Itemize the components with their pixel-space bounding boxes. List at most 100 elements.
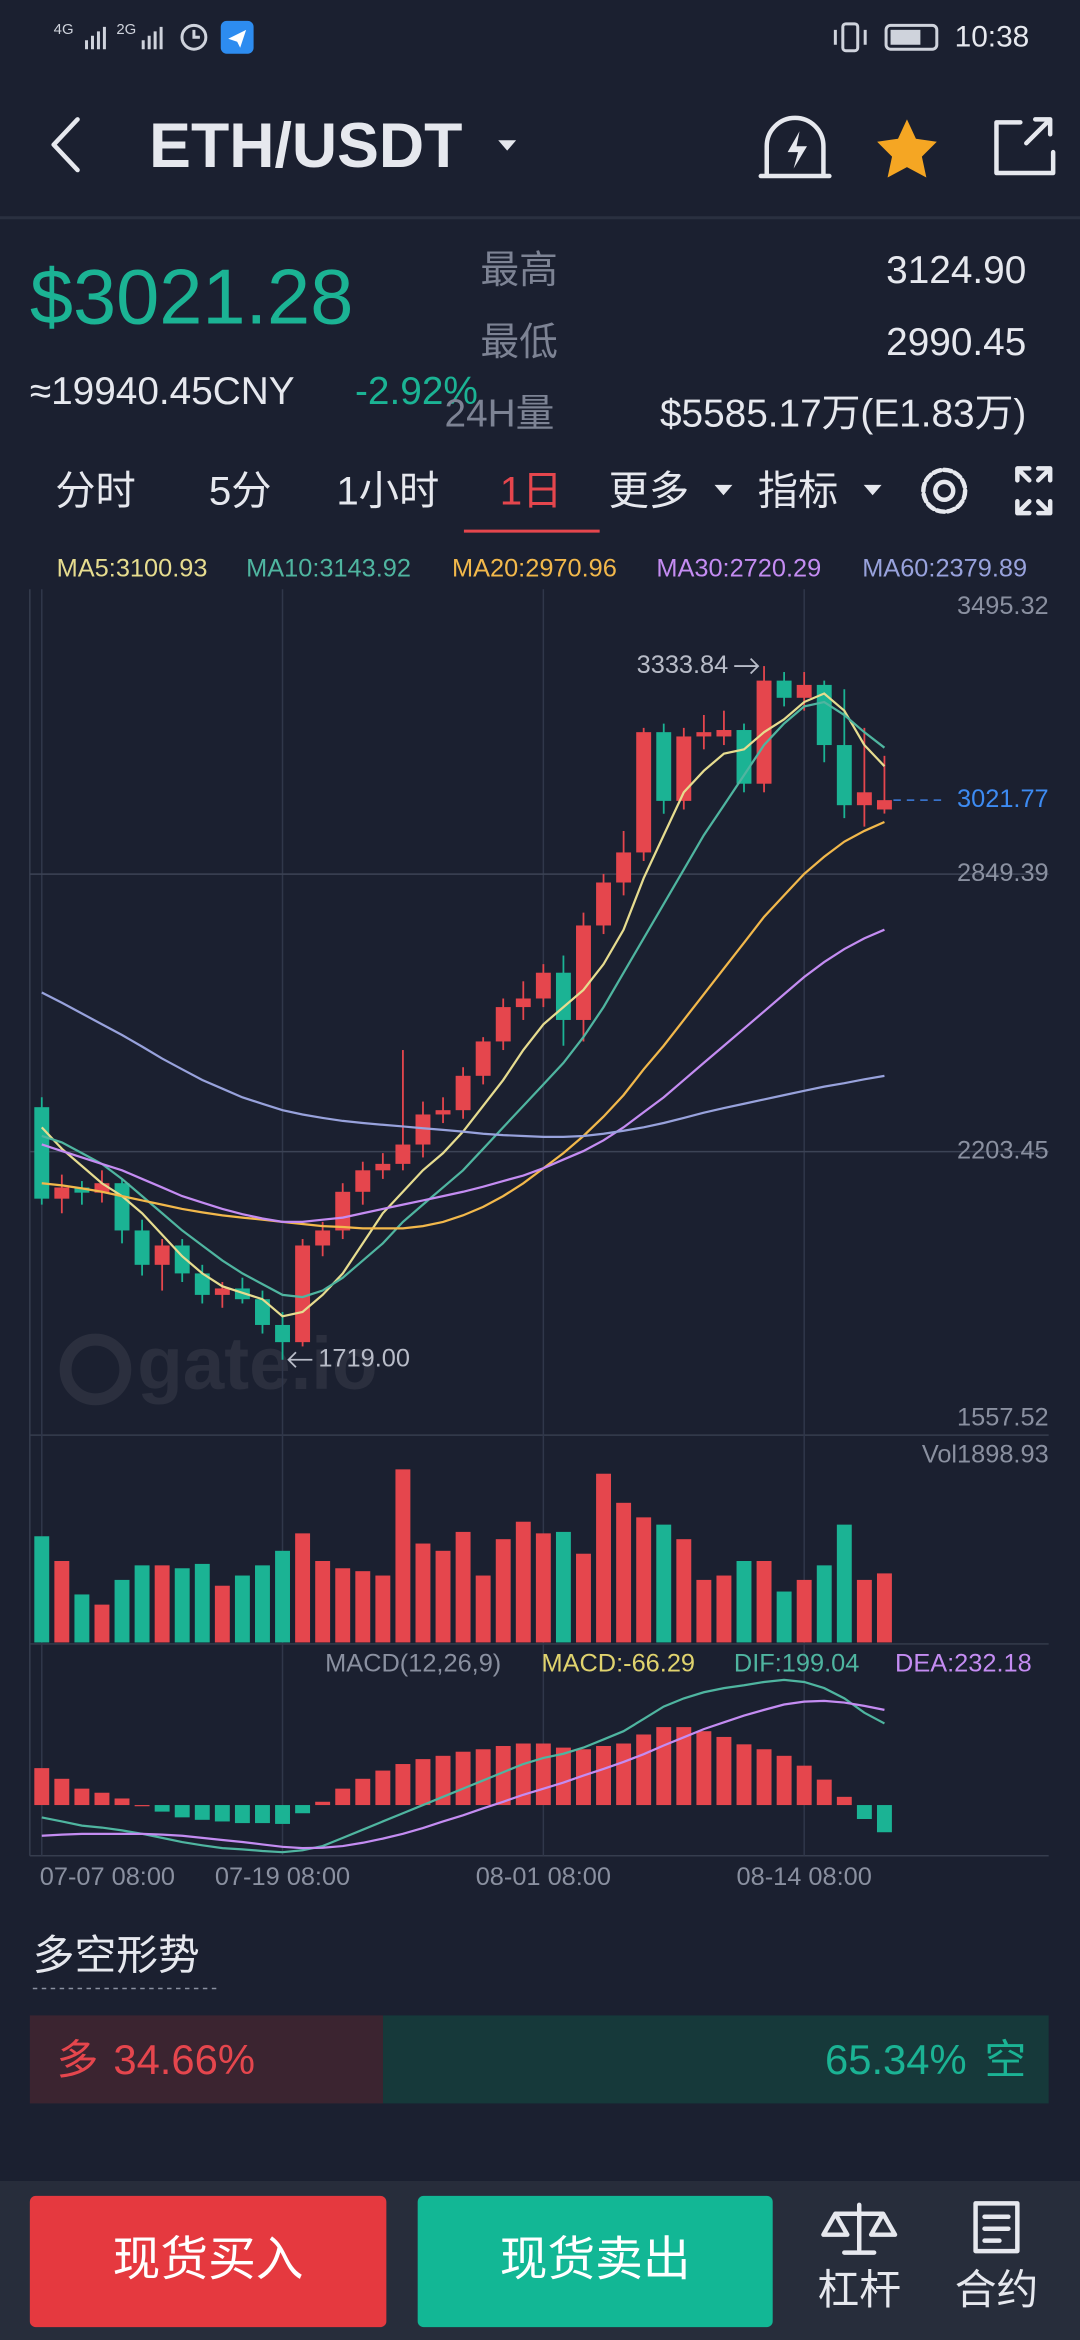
volume-value: $5585.17万(E1.83万) xyxy=(660,392,1026,435)
candle-body xyxy=(576,925,591,1020)
macd-bar xyxy=(74,1788,90,1806)
candle-body xyxy=(475,1041,491,1076)
watermark: gate.io xyxy=(137,1321,377,1405)
macd-bar xyxy=(234,1805,250,1824)
long-value: 34.66% xyxy=(113,2036,255,2083)
favorite-star[interactable] xyxy=(877,119,937,178)
futures-label[interactable]: 合约 xyxy=(955,2266,1038,2313)
volume-bar xyxy=(335,1568,351,1643)
macd-bar xyxy=(796,1765,812,1806)
macd-bar xyxy=(255,1805,270,1824)
volume-bar xyxy=(455,1531,471,1643)
ma-line xyxy=(41,820,885,1230)
macd-bar xyxy=(535,1743,551,1806)
macd-legend: DEA:232.18 xyxy=(895,1650,1032,1678)
gear-outer xyxy=(921,467,968,514)
macd-bar xyxy=(455,1751,471,1806)
macd-bar xyxy=(776,1755,792,1806)
buy-label[interactable]: 现货买入 xyxy=(113,2234,304,2287)
margin-icon[interactable] xyxy=(821,2202,898,2255)
margin-label[interactable]: 杠杆 xyxy=(817,2266,900,2313)
volume-bar xyxy=(596,1473,612,1643)
tab[interactable]: 1日 xyxy=(500,468,563,513)
min-price-label: 1719.00 xyxy=(318,1344,410,1372)
macd-bar xyxy=(555,1747,571,1806)
cny-price: ≈19940.45CNY xyxy=(30,370,295,413)
macd-bar xyxy=(375,1770,391,1806)
back-button[interactable] xyxy=(51,117,80,173)
tab[interactable]: 分时 xyxy=(55,468,136,513)
buy-button[interactable] xyxy=(29,2195,387,2328)
candle-body xyxy=(295,1245,311,1343)
futures-icon[interactable] xyxy=(973,2201,1020,2254)
gear-inner xyxy=(933,479,956,502)
short-value: 65.34% xyxy=(825,2036,967,2083)
candle-body xyxy=(214,1288,230,1295)
candle-body xyxy=(34,1107,50,1199)
candle-body xyxy=(134,1230,150,1265)
clock: 10:38 xyxy=(955,21,1030,54)
macd-bar xyxy=(315,1801,331,1806)
y-tick-label: 1557.52 xyxy=(957,1403,1049,1431)
candle-body xyxy=(796,684,812,698)
x-tick-label: 07-07 08:00 xyxy=(40,1863,175,1891)
tab[interactable]: 1小时 xyxy=(336,468,439,513)
alarm-icon xyxy=(180,23,208,51)
volume-bar xyxy=(495,1539,511,1643)
macd-bar xyxy=(856,1805,872,1819)
candle-body xyxy=(455,1075,471,1111)
tab[interactable]: 更多 xyxy=(609,468,690,513)
macd-bar xyxy=(475,1749,491,1806)
sell-button[interactable] xyxy=(417,2195,773,2328)
ma-line xyxy=(41,700,886,1299)
alert-button[interactable] xyxy=(758,115,832,179)
macd-bar xyxy=(596,1745,612,1806)
macd-bar xyxy=(415,1759,431,1806)
sentiment-title: 多空形势 xyxy=(33,1932,200,1979)
volume-bar xyxy=(836,1524,852,1643)
macd-bar xyxy=(34,1768,50,1806)
x-tick-label: 08-01 08:00 xyxy=(476,1863,611,1891)
share-button[interactable] xyxy=(994,117,1056,176)
volume-bar xyxy=(174,1568,190,1643)
change-percent: -2.92% xyxy=(355,370,478,413)
macd-title: MACD(12,26,9) xyxy=(325,1650,501,1678)
settings-button[interactable] xyxy=(921,467,968,514)
volume-legend: Vol1898.93 xyxy=(922,1441,1049,1469)
volume-bar xyxy=(636,1517,652,1643)
candle-body xyxy=(435,1110,451,1115)
candle-body xyxy=(54,1187,70,1199)
alarm-hands xyxy=(192,29,200,39)
macd-bar xyxy=(395,1764,411,1806)
sell-label[interactable]: 现货卖出 xyxy=(500,2234,691,2287)
candle-body xyxy=(375,1163,391,1171)
volume-bar xyxy=(676,1539,692,1643)
max-price-label: 3333.84 xyxy=(637,651,729,679)
volume-bar xyxy=(716,1575,732,1643)
fullscreen-button[interactable] xyxy=(1015,466,1053,516)
ma-legend: MA5:3100.93 xyxy=(57,555,208,583)
macd-bar xyxy=(194,1805,210,1820)
candle-body xyxy=(716,730,732,737)
network-label: 4G xyxy=(54,22,74,38)
candle-body xyxy=(415,1114,431,1145)
volume-bar xyxy=(134,1565,150,1643)
pair-dropdown[interactable] xyxy=(498,140,517,151)
macd-bar xyxy=(676,1727,692,1806)
macd-bar xyxy=(696,1731,712,1806)
macd-bar xyxy=(656,1727,672,1806)
tab[interactable]: 5分 xyxy=(209,468,272,513)
signal-icon xyxy=(85,26,106,50)
ma-legend: MA30:2720.29 xyxy=(656,555,821,583)
volume-bar xyxy=(54,1560,70,1643)
app-glyph xyxy=(228,29,247,48)
min-price-arrow xyxy=(287,1351,313,1368)
tab[interactable]: 指标 xyxy=(758,468,839,513)
volume-bar xyxy=(94,1604,110,1643)
candle-body xyxy=(596,882,612,926)
alert-icon xyxy=(758,115,832,179)
volume-bar xyxy=(154,1565,170,1643)
volume-bar xyxy=(315,1560,331,1643)
macd-bar xyxy=(756,1749,772,1806)
